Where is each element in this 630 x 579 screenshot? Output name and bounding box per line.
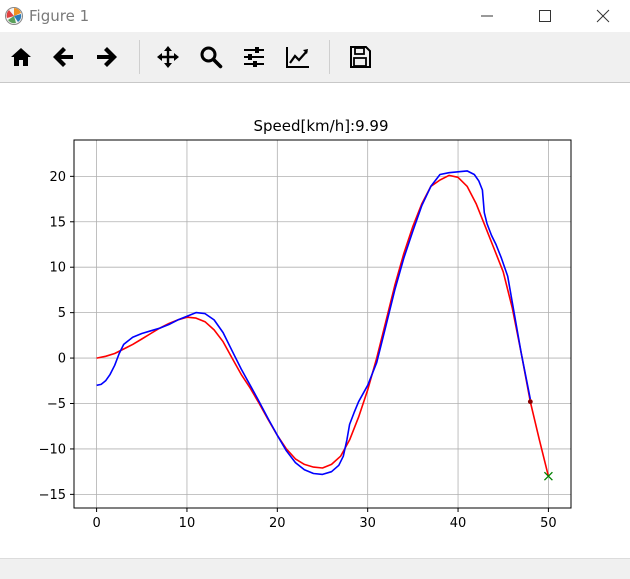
minimize-button[interactable]: [458, 0, 516, 32]
figure-canvas[interactable]: Speed[km/h]:9.99 0 10 20 30 40 50 −15 −10 −5 0 5 10…: [0, 83, 630, 558]
close-button[interactable]: [574, 0, 630, 32]
x-tick-label: 50: [540, 516, 557, 531]
y-tick-label: 0: [58, 352, 66, 367]
toolbar-separator: [139, 40, 140, 74]
series-line-2: [96, 170, 532, 476]
close-icon: [596, 9, 610, 23]
back-arrow-icon: [53, 47, 73, 67]
series: [96, 170, 550, 477]
matplotlib-logo-icon: [5, 7, 23, 25]
y-tick-label: −5: [47, 397, 66, 412]
x-tick-label: 40: [450, 516, 467, 531]
navigation-toolbar: [0, 32, 630, 83]
x-tick-label: 20: [269, 516, 286, 531]
forward-arrow-icon: [97, 47, 117, 67]
y-tick-label: 10: [49, 261, 66, 276]
y-tick-label: 5: [58, 306, 66, 321]
edit-axis-button[interactable]: [281, 40, 315, 74]
edit-axis-icon: [286, 47, 309, 68]
maximize-icon: [539, 10, 551, 22]
y-tick-label: 15: [49, 215, 66, 230]
maximize-button[interactable]: [516, 0, 574, 32]
x-tick-label: 30: [359, 516, 376, 531]
configure-subplots-button[interactable]: [237, 40, 271, 74]
back-button[interactable]: [47, 40, 81, 74]
chart-title: Speed[km/h]:9.99: [253, 117, 388, 135]
configure-subplots-icon: [244, 47, 264, 67]
save-floppy-icon: [350, 46, 371, 68]
save-button[interactable]: [343, 40, 377, 74]
forward-button[interactable]: [89, 40, 123, 74]
home-icon: [11, 48, 31, 66]
grid: [74, 140, 571, 508]
pan-move-icon: [157, 46, 179, 68]
window-title: Figure 1: [29, 7, 90, 25]
zoom-button[interactable]: [194, 40, 228, 74]
pan-button[interactable]: [151, 40, 185, 74]
x-tick-label: 10: [179, 516, 196, 531]
y-tick-label: −15: [39, 488, 66, 503]
y-tick-label: −10: [39, 442, 66, 457]
ticks: 0 10 20 30 40 50 −15 −10 −5 0 5 10 15 20: [39, 170, 557, 531]
x-tick-label: 0: [92, 516, 100, 531]
home-button[interactable]: [4, 40, 38, 74]
goal-x-marker: [543, 471, 553, 481]
markers: [527, 399, 553, 481]
zoom-magnifier-icon: [200, 46, 223, 69]
y-tick-label: 20: [49, 170, 66, 185]
toolbar-separator: [329, 40, 330, 74]
plot-frame: [73, 139, 572, 509]
point-marker: [527, 399, 533, 405]
status-bar: [0, 558, 630, 579]
title-bar: Figure 1: [0, 0, 630, 32]
minimize-icon: [481, 15, 493, 17]
line-chart: Speed[km/h]:9.99 0 10 20 30 40 50 −15 −10 −5 0 5 10…: [39, 117, 572, 531]
